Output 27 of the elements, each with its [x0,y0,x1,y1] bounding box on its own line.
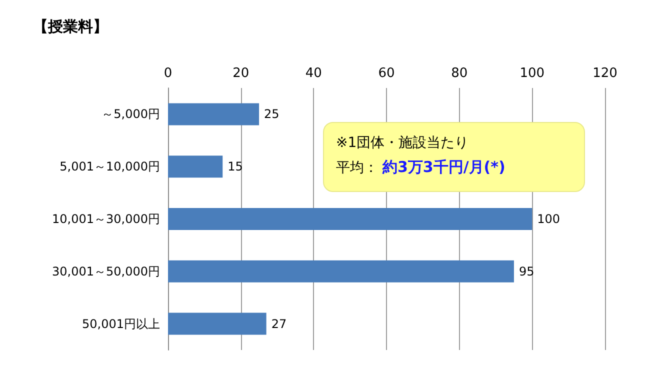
bar [168,156,223,178]
chart-title: 【授業料】 [33,18,108,36]
x-tick-label: 100 [520,66,545,81]
bar [168,208,532,230]
data-label: 27 [271,316,287,331]
y-tick-label: ～5,000円 [102,107,160,122]
y-tick-label: 30,001～50,000円 [52,264,160,278]
bar [168,260,514,282]
note-box: ※1団体・施設当たり 平均： 約3万3千円/月(*) [323,122,585,192]
y-tick-label: 50,001円以上 [82,316,160,331]
data-label: 95 [518,264,534,278]
x-tick-label: 80 [451,66,468,81]
bar [168,312,266,335]
x-tick-label: 60 [378,66,395,81]
annotation: 平均： [336,160,379,176]
data-label: 15 [228,160,243,174]
y-tick-label: 5,001～10,000円 [60,160,160,174]
data-label: 100 [537,212,560,226]
annotation: ※1団体・施設当たり [336,134,470,153]
x-tick-label: 120 [592,66,618,81]
bar [168,103,260,126]
data-label: 25 [264,107,280,122]
x-tick-label: 0 [164,66,172,81]
x-tick-label: 40 [305,66,322,81]
y-tick-label: 10,001～30,000円 [52,212,160,226]
x-tick-label: 20 [232,66,250,81]
annotation: 約3万3千円/月(*) [382,158,506,176]
